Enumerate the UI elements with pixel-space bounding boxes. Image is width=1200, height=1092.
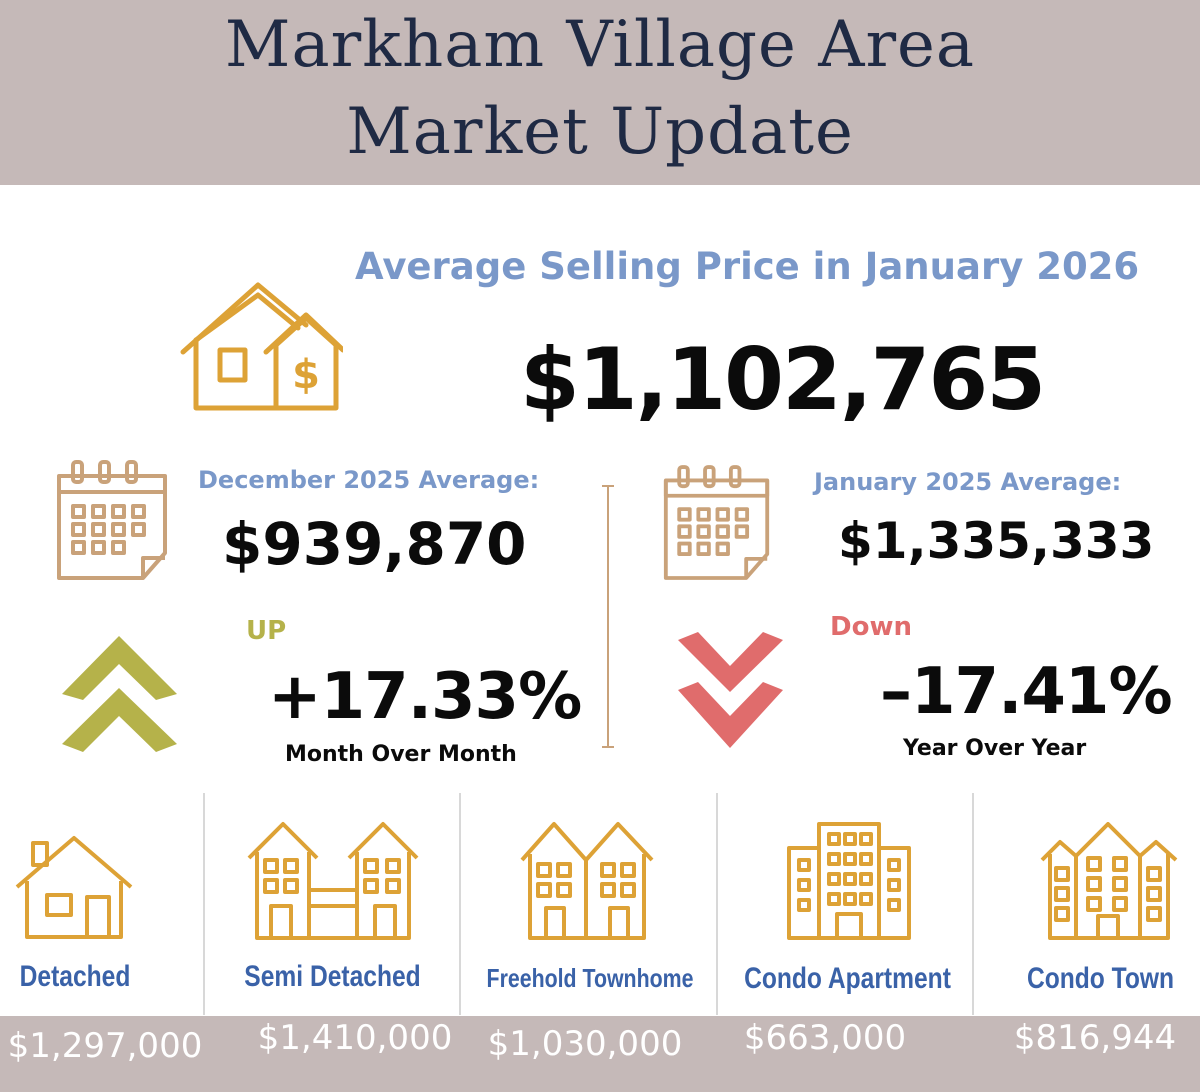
double-chevron-down-icon <box>678 632 783 748</box>
category-label-condo-town: Condo Town <box>1026 962 1175 995</box>
calendar-icon <box>57 460 167 580</box>
detached-house-icon <box>15 836 133 939</box>
house-dollar-icon: $ <box>180 282 343 411</box>
townhome-icon <box>520 822 654 940</box>
page-title-line2: Market Update <box>346 95 854 169</box>
price-condo-town: $816,944 <box>1013 1018 1177 1058</box>
semi-detached-house-icon <box>247 822 419 940</box>
price-detached: $1,297,000 <box>7 1026 203 1066</box>
apartment-building-icon <box>787 822 911 940</box>
down-label: Down <box>830 612 912 642</box>
up-label: UP <box>246 616 287 646</box>
category-label-detached: Detached <box>19 960 131 993</box>
calendar-icon <box>663 465 770 580</box>
average-price: $1,102,765 <box>520 330 1046 430</box>
page-title-line1: Markham Village Area <box>224 8 976 82</box>
dec-2025-label: December 2025 Average: <box>198 466 540 494</box>
dec-2025-value: $939,870 <box>222 510 527 578</box>
divider-cap-bottom <box>602 746 614 748</box>
header-band <box>0 0 1200 185</box>
svg-text:$: $ <box>292 352 320 398</box>
category-label-condo-apartment: Condo Apartment <box>744 962 951 995</box>
mom-change: +17.33% <box>268 660 582 734</box>
price-condo-apartment: $663,000 <box>743 1018 907 1058</box>
mom-caption: Month Over Month <box>285 742 517 767</box>
column-separator <box>716 793 718 1015</box>
center-divider <box>607 485 609 747</box>
column-separator <box>459 793 461 1015</box>
column-separator <box>203 793 205 1015</box>
double-chevron-up-icon <box>62 636 177 752</box>
price-freehold-townhome: $1,030,000 <box>487 1024 683 1064</box>
main-subheading: Average Selling Price in January 2026 <box>355 245 1140 288</box>
divider-cap-top <box>602 485 614 487</box>
category-label-semi-detached: Semi Detached <box>244 960 421 993</box>
yoy-caption: Year Over Year <box>903 736 1087 761</box>
category-label-freehold-townhome: Freehold Townhome <box>486 963 694 993</box>
column-separator <box>972 793 974 1015</box>
jan-2025-value: $1,335,333 <box>838 512 1155 570</box>
price-semi-detached: $1,410,000 <box>257 1018 453 1058</box>
yoy-change: –17.41% <box>880 655 1173 729</box>
condo-town-icon <box>1040 822 1178 940</box>
jan-2025-label: January 2025 Average: <box>814 468 1122 496</box>
price-band <box>0 1016 1200 1092</box>
